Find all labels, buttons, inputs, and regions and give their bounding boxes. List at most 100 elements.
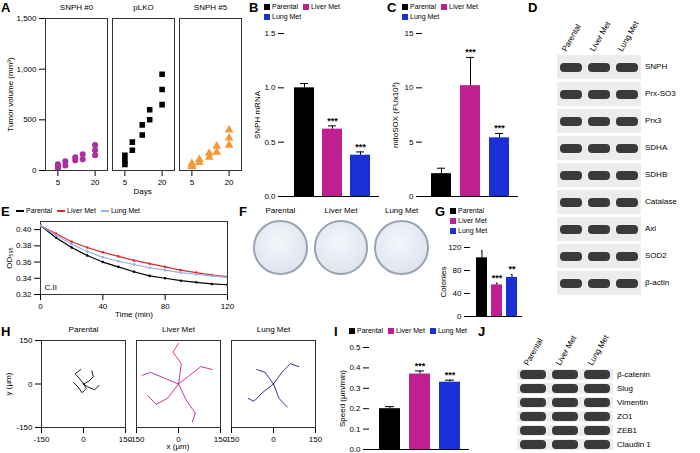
html-text:SNPH: SNPH	[645, 62, 668, 71]
html-text:Lung Met: Lung Met	[616, 19, 641, 53]
svg-text:pLKO: pLKO	[133, 3, 153, 12]
svg-text:-150: -150	[223, 435, 240, 444]
html-text:Prx3: Prx3	[645, 116, 662, 125]
svg-text:150: 150	[309, 435, 323, 444]
html-text:y (µm): y (µm)	[4, 372, 13, 395]
svg-text:0: 0	[32, 166, 37, 175]
svg-text:-150: -150	[16, 423, 33, 432]
svg-text:120: 120	[448, 243, 462, 252]
svg-text:0.3: 0.3	[349, 384, 361, 393]
html-text:B: B	[249, 0, 259, 15]
svg-text:***: ***	[355, 142, 366, 152]
svg-text:0.0: 0.0	[264, 192, 276, 201]
html-text:Prx-SO3: Prx-SO3	[645, 89, 676, 98]
svg-text:0: 0	[271, 435, 276, 444]
html-text:β-catenin: β-catenin	[617, 369, 651, 379]
html-text:ZO1: ZO1	[617, 411, 633, 421]
svg-text:20: 20	[91, 178, 100, 187]
svg-text:Speed (µm/min): Speed (µm/min)	[338, 370, 347, 427]
html-text:SDHA: SDHA	[645, 143, 668, 152]
html-text:ZEB1: ZEB1	[617, 425, 637, 435]
svg-text:0.40: 0.40	[16, 225, 32, 234]
svg-text:1.5: 1.5	[264, 29, 276, 38]
svg-text:OD₅₉₅: OD₅₉₅	[5, 247, 14, 269]
svg-text:150: 150	[118, 435, 133, 445]
svg-text:Parental: Parental	[69, 325, 99, 334]
svg-text:150: 150	[19, 336, 33, 345]
svg-text:0.0: 0.0	[349, 445, 361, 453]
svg-text:1,000: 1,000	[16, 65, 37, 74]
svg-text:SNPH mRNA: SNPH mRNA	[253, 90, 262, 139]
svg-text:40: 40	[453, 289, 462, 298]
svg-text:Liver Met: Liver Met	[162, 325, 196, 334]
svg-text:0: 0	[457, 312, 462, 321]
svg-text:0.5: 0.5	[349, 343, 361, 352]
svg-text:5: 5	[409, 138, 414, 147]
svg-text:0.38: 0.38	[16, 241, 32, 250]
html-text:Slug: Slug	[617, 383, 633, 393]
svg-text:0.1: 0.1	[349, 425, 361, 434]
html-text:E: E	[1, 204, 10, 219]
html-text:A: A	[1, 0, 11, 15]
svg-text:***: ***	[492, 273, 503, 283]
svg-text:80: 80	[161, 302, 170, 311]
svg-text:40: 40	[98, 302, 107, 311]
html-text:Parental: Parental	[522, 336, 545, 367]
svg-text:150: 150	[213, 435, 228, 445]
svg-text:80: 80	[453, 266, 462, 275]
svg-text:Colonies: Colonies	[439, 266, 448, 297]
svg-text:-150: -150	[128, 435, 145, 444]
svg-text:SNPH #5: SNPH #5	[194, 3, 228, 12]
html-text:Claudin 1: Claudin 1	[617, 439, 651, 449]
html-text:x (µm): x (µm)	[166, 442, 190, 451]
svg-text:C.II: C.II	[45, 283, 57, 292]
svg-text:20: 20	[158, 178, 167, 187]
svg-text:20: 20	[225, 178, 234, 187]
svg-text:500: 500	[23, 115, 37, 124]
svg-text:0.32: 0.32	[16, 290, 32, 299]
html-text:Parental: Parental	[265, 206, 296, 215]
svg-text:15: 15	[405, 29, 414, 38]
svg-text:0: 0	[38, 302, 43, 311]
svg-text:5: 5	[123, 178, 128, 187]
html-text:Lung Met: Lung Met	[586, 333, 611, 367]
html-text:G: G	[435, 204, 446, 219]
svg-text:0.2: 0.2	[349, 404, 361, 413]
svg-text:120: 120	[221, 302, 235, 311]
svg-text:mitoSOX (FUx10³): mitoSOX (FUx10³)	[391, 82, 400, 148]
html-text:H: H	[1, 324, 11, 339]
svg-text:0: 0	[28, 380, 33, 389]
svg-text:Time (min): Time (min)	[115, 310, 153, 319]
html-text:Liver Met: Liver Met	[324, 206, 358, 215]
svg-text:1,500: 1,500	[16, 14, 37, 23]
svg-text:***: ***	[327, 116, 338, 126]
html-text:Vimentin: Vimentin	[617, 397, 648, 407]
html-text:Lung Met: Lung Met	[385, 206, 419, 215]
svg-text:0.34: 0.34	[16, 274, 32, 283]
html-text:SDHB: SDHB	[645, 170, 668, 179]
svg-text:***: ***	[445, 370, 456, 380]
html-text:Liver Met: Liver Met	[554, 334, 579, 367]
svg-text:1.0: 1.0	[264, 83, 276, 92]
svg-text:0.4: 0.4	[349, 363, 361, 372]
html-text:D: D	[528, 0, 538, 15]
html-text:Days: Days	[133, 187, 152, 196]
svg-text:5: 5	[190, 178, 195, 187]
svg-text:0.36: 0.36	[16, 258, 32, 267]
svg-text:Tumor volume (mm³): Tumor volume (mm³)	[6, 57, 15, 132]
svg-text:***: ***	[415, 361, 426, 371]
html-text:Liver Met: Liver Met	[588, 20, 613, 53]
svg-text:0: 0	[81, 435, 86, 444]
svg-text:5: 5	[56, 178, 61, 187]
html-text:Parental: Parental	[560, 22, 583, 53]
svg-text:0.5: 0.5	[264, 138, 276, 147]
html-text:C: C	[387, 0, 397, 15]
svg-text:0: 0	[409, 192, 414, 201]
svg-text:-150: -150	[33, 435, 50, 444]
svg-text:SNPH #0: SNPH #0	[60, 3, 94, 12]
svg-text:**: **	[508, 264, 516, 274]
svg-text:***: ***	[465, 47, 476, 57]
svg-text:10: 10	[405, 83, 414, 92]
svg-text:***: ***	[494, 123, 505, 133]
svg-text:Lung Met: Lung Met	[257, 325, 291, 334]
